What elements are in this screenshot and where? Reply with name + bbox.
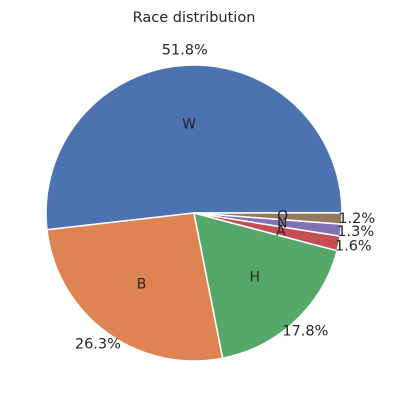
pie-slice-w [45,64,343,231]
pie-labels: W 51.8% B 26.3% H 17.8% A 1.6% N 1.3% O 1.2% [75,43,375,353]
pie-slices [45,64,343,362]
pie-slice-o [193,212,343,225]
pie-slice-b [46,212,224,362]
slice-percent-w: 51.8% [162,43,208,59]
slice-label-b: B [137,277,147,293]
slice-label-w: W [182,116,196,132]
slice-label-o: O [277,208,288,224]
slice-percent-h: 17.8% [282,324,328,340]
slice-percent-n: 1.3% [337,224,374,240]
pie-slice-h [193,212,338,359]
slice-percent-b: 26.3% [75,336,121,352]
slice-percent-o: 1.2% [338,211,375,227]
chart-title: Race distribution [133,10,256,26]
slice-label-a: A [276,223,286,239]
slice-percent-a: 1.6% [335,239,372,255]
slice-label-n: N [277,215,287,231]
slice-label-h: H [250,270,261,286]
